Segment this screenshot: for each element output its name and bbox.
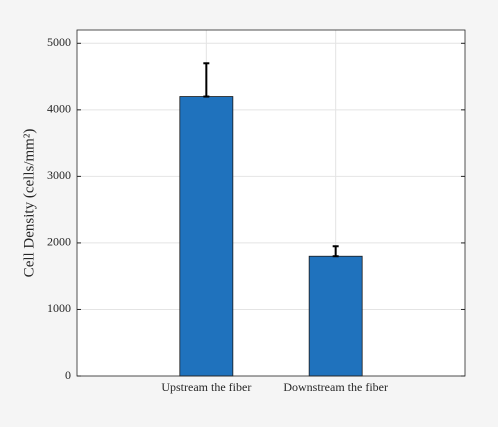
y-tick-label: 4000 (47, 102, 71, 116)
y-axis-label: Cell Density (cells/mm²) (21, 129, 37, 278)
y-tick-label: 2000 (47, 235, 71, 249)
x-tick-label: Downstream the fiber (283, 380, 388, 394)
y-tick-label: 3000 (47, 168, 71, 182)
y-tick-label: 0 (65, 368, 71, 382)
plot-area (77, 30, 465, 376)
error-bar (332, 245, 339, 258)
bar (308, 255, 363, 377)
y-tick-label: 5000 (47, 35, 71, 49)
x-tick-label: Upstream the fiber (161, 380, 251, 394)
axes-box (76, 29, 466, 377)
bar (179, 96, 234, 377)
error-bar (203, 62, 210, 98)
y-tick-label: 1000 (47, 301, 71, 315)
